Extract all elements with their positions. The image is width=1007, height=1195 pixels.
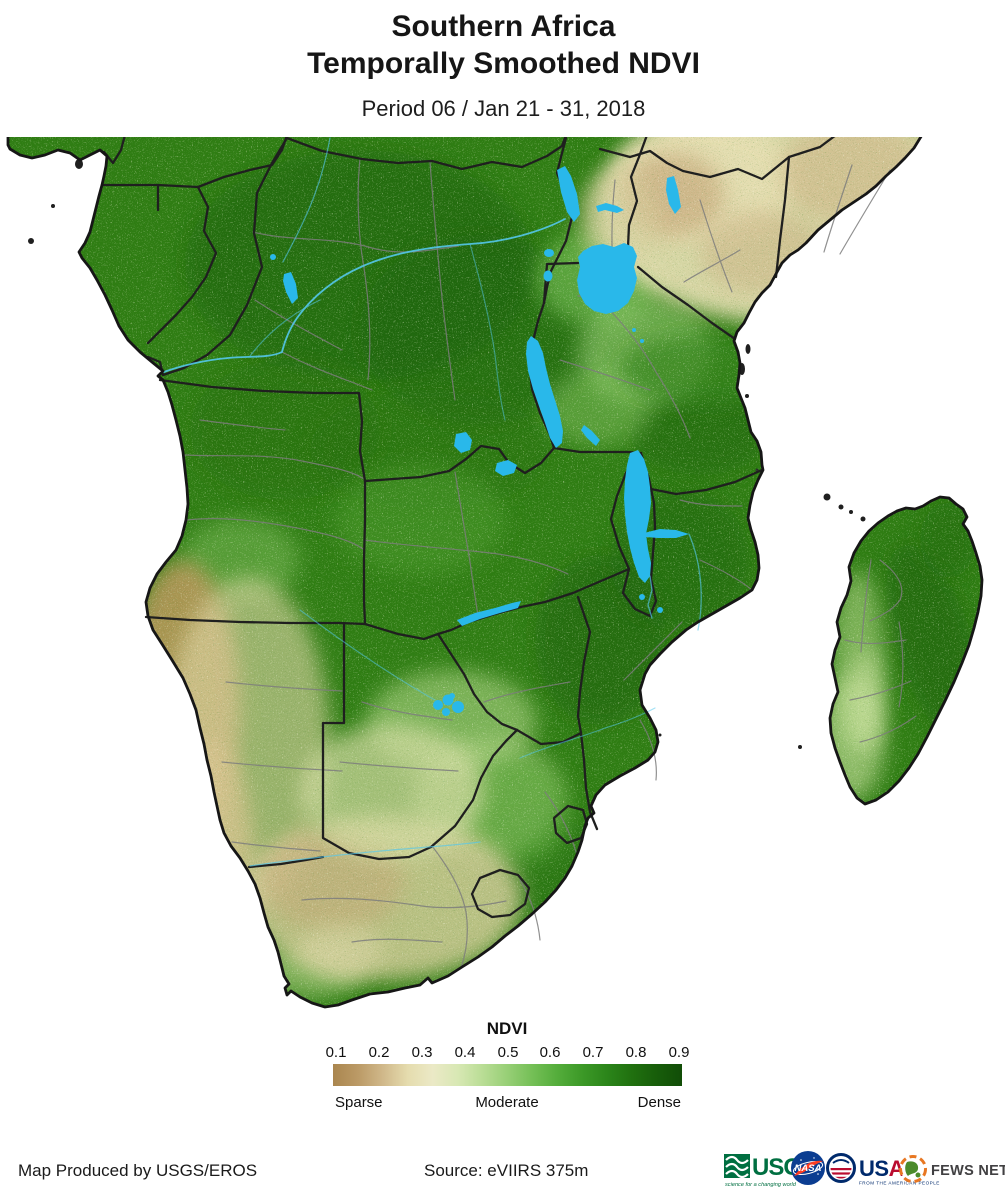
island-principe	[51, 204, 55, 208]
fewsnet-logo: FEWS NET	[899, 1155, 1007, 1183]
lake-edward	[544, 249, 554, 257]
legend-tick: 0.4	[454, 1044, 476, 1061]
legend-label-dense: Dense	[637, 1094, 681, 1111]
lake-kyoga	[596, 203, 624, 213]
lake-bangweulu	[495, 460, 517, 476]
legend-label-sparse: Sparse	[335, 1094, 383, 1111]
lake-kivu	[543, 270, 553, 282]
legend-tick: 0.5	[497, 1044, 519, 1061]
lake-rukwa	[581, 425, 600, 446]
header: Southern Africa Temporally Smoothed NDVI…	[0, 8, 1007, 122]
island-mayotte	[860, 516, 866, 522]
nasa-logo: NASA	[791, 1151, 825, 1185]
svg-text:FROM THE AMERICAN PEOPLE: FROM THE AMERICAN PEOPLE	[859, 1181, 940, 1186]
lake-mai-ndombe	[283, 272, 298, 304]
legend-tick: 0.8	[625, 1044, 647, 1061]
map-source: Source: eVIIRS 375m	[424, 1161, 589, 1180]
legend-tick: 0.3	[411, 1044, 433, 1061]
legend-tick: 0.2	[368, 1044, 390, 1061]
legend-gradient-bar	[333, 1064, 682, 1086]
svg-text:science for a changing world: science for a changing world	[725, 1182, 797, 1188]
island-comoros	[823, 493, 831, 501]
island-sao-tome	[28, 238, 34, 244]
landmass	[8, 137, 982, 1007]
lake-mweru	[454, 432, 472, 453]
legend-tick: 0.9	[668, 1044, 690, 1061]
page-title-line1: Southern Africa	[391, 10, 616, 43]
lake-albert	[557, 166, 580, 222]
legend-title: NDVI	[486, 1019, 528, 1038]
svg-text:FEWS NET: FEWS NET	[931, 1163, 1005, 1179]
svg-text:NASA: NASA	[795, 1163, 822, 1174]
lake-cahora-bassa	[644, 529, 689, 538]
lakes	[270, 166, 689, 716]
map-credit: Map Produced by USGS/EROS	[18, 1161, 258, 1180]
island-bioko	[75, 159, 83, 169]
lake-tanganyika	[526, 336, 563, 448]
okavango-delta	[433, 693, 464, 716]
legend-tick: 0.7	[582, 1044, 604, 1061]
page-title-line2: Temporally Smoothed NDVI	[307, 47, 700, 80]
logo-strip: USGS science for a changing world NASA	[723, 1146, 1007, 1195]
page-subtitle: Period 06 / Jan 21 - 31, 2018	[361, 96, 646, 121]
legend-label-moderate: Moderate	[475, 1094, 539, 1111]
lake-victoria	[577, 243, 637, 314]
legend-tick: 0.1	[325, 1044, 347, 1061]
island-pemba	[745, 344, 751, 354]
island-mafia	[745, 394, 749, 398]
lake-malawi	[624, 450, 651, 583]
legend-tick: 0.6	[539, 1044, 561, 1061]
lake-kariba	[457, 601, 521, 626]
lake-turkana	[666, 176, 681, 214]
